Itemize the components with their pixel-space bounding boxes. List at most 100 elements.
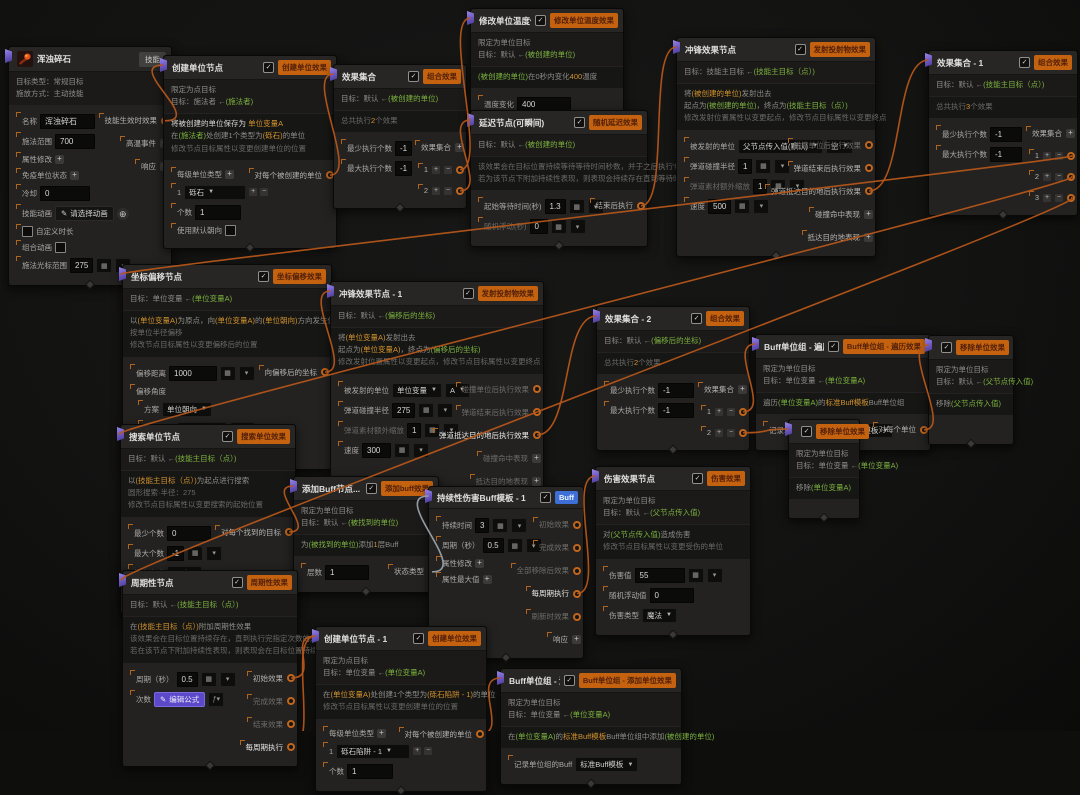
value-source-icon[interactable]: ▦: [418, 402, 435, 418]
add-icon[interactable]: +: [55, 155, 64, 165]
port-out-icon[interactable]: [287, 697, 295, 705]
port-out-icon[interactable]: [287, 720, 295, 728]
dropdown-arrow-icon[interactable]: ▾: [437, 402, 454, 418]
field-input[interactable]: 500: [708, 198, 732, 214]
value-source-icon[interactable]: ▦: [394, 442, 410, 458]
field-input[interactable]: 700: [55, 134, 95, 150]
create-unit-1-node[interactable]: 创建单位节点 - 1 ✓ 创建单位效果 限定为点目标 目标：单位变量 ←(单位变量A) 在…: [312, 626, 496, 795]
add-icon[interactable]: +: [225, 169, 234, 179]
node-enabled-checkbox[interactable]: ✓: [462, 288, 474, 299]
remove-row-icon[interactable]: −: [424, 747, 433, 755]
node-enabled-checkbox[interactable]: ✓: [231, 577, 243, 588]
add-icon[interactable]: +: [482, 575, 492, 584]
value-source-icon[interactable]: ▦: [96, 258, 113, 274]
port-out-icon[interactable]: [321, 368, 329, 376]
checkbox[interactable]: [55, 242, 66, 254]
add-icon[interactable]: +: [1043, 151, 1051, 160]
add-icon[interactable]: +: [572, 635, 581, 644]
add-icon[interactable]: +: [377, 728, 386, 738]
add-animation-icon[interactable]: ⊕: [116, 207, 129, 220]
field-input[interactable]: 300: [362, 442, 391, 458]
effect-set-1-node[interactable]: 效果集合 - 1 ✓ 组合效果 目标：默认 ←(技能主目标（点）) 总共执行3个效果 最少…: [925, 50, 1078, 220]
add-icon[interactable]: +: [738, 385, 747, 395]
add-icon[interactable]: +: [1043, 193, 1051, 202]
port-out-icon[interactable]: [533, 431, 541, 439]
add-icon[interactable]: +: [70, 171, 79, 181]
port-out-icon[interactable]: [920, 425, 928, 434]
value-source-icon[interactable]: ▦: [755, 158, 772, 174]
add-icon[interactable]: +: [455, 143, 464, 153]
node-enabled-checkbox[interactable]: ✓: [563, 675, 575, 686]
add-icon[interactable]: +: [475, 559, 484, 568]
add-icon[interactable]: +: [864, 209, 873, 219]
port-out-icon[interactable]: [1067, 193, 1075, 202]
buff-add-node[interactable]: Buff单位组 - 添加单...✓Buff单位组 - 添加单位效果限定为单位目标…: [497, 668, 714, 789]
field-input[interactable]: 1: [347, 763, 393, 779]
ability-card-node[interactable]: 浑浊碎石 技能 目标类型：常规目标 施放方式：主动技能 名称 浑浊碎石 施法范围 700 属性修…: [5, 46, 172, 290]
add-icon[interactable]: +: [1066, 129, 1075, 139]
remove-icon[interactable]: −: [444, 165, 452, 174]
port-out-icon[interactable]: [1067, 172, 1075, 181]
node-enabled-checkbox[interactable]: ✓: [801, 426, 812, 437]
node-enabled-checkbox[interactable]: ✓: [540, 492, 551, 503]
field-input[interactable]: -1: [167, 545, 185, 561]
field-input[interactable]: -1: [395, 161, 413, 177]
edit-formula-button[interactable]: ✎ 编辑公式: [154, 691, 206, 707]
port-out-icon[interactable]: [637, 201, 645, 210]
damage-node-node[interactable]: 伤害效果节点 ✓ 伤害效果 限定为单位目标 目标：默认 ←(父节点传入值) 对(父节点传入…: [592, 466, 751, 639]
port-out-icon[interactable]: [476, 730, 484, 738]
field-input[interactable]: 1: [325, 565, 369, 581]
node-anchor-icon[interactable]: [5, 49, 12, 63]
field-input[interactable]: 0.5: [176, 671, 198, 687]
effect-set-node[interactable]: 效果集合 ✓ 组合效果 目标：默认 ←(被创建的单位) 总共执行2个效果 最少执行个数 -1…: [330, 64, 467, 213]
dropdown-select[interactable]: 单位朝向 ▼: [162, 401, 212, 417]
node-enabled-checkbox[interactable]: ✓: [413, 633, 424, 644]
value-source-icon[interactable]: ▦: [568, 199, 585, 215]
value-source-icon[interactable]: ▦: [550, 219, 567, 235]
field-input[interactable]: -1: [990, 147, 1022, 163]
port-out-icon[interactable]: [456, 165, 464, 174]
value-source-icon[interactable]: ▦: [187, 545, 204, 561]
value-source-icon[interactable]: ▦: [506, 538, 523, 553]
field-input[interactable]: 3: [475, 518, 490, 533]
node-enabled-checkbox[interactable]: ✓: [574, 117, 585, 128]
port-out-icon[interactable]: [865, 164, 873, 172]
remove-row-icon[interactable]: −: [260, 188, 269, 197]
port-out-icon[interactable]: [456, 186, 464, 195]
dropdown-select[interactable]: 父节点传入值(默认) ▼: [738, 138, 823, 154]
port-out-icon[interactable]: [287, 743, 295, 751]
delay-node-node[interactable]: 延迟节点(可瞬间) ✓ 随机延迟效果 目标：默认 ←(被创建的单位) 该效果会在目标位置…: [467, 110, 758, 251]
effect-set-2-node[interactable]: 效果集合 - 2 ✓ 组合效果 目标：默认 ←(偏移后的坐标) 总共执行2个效果 最少执行…: [593, 306, 750, 455]
node-enabled-checkbox[interactable]: ✓: [535, 15, 546, 26]
create-unit-node[interactable]: 创建单位节点 ✓ 创建单位效果 限定为点目标 目标：施法者 ←(施法者) 将被创建的单位保…: [160, 55, 337, 253]
ability-kind-button[interactable]: 技能: [139, 51, 166, 67]
unit-type-select[interactable]: 砾石 ▼: [184, 184, 247, 200]
port-out-icon[interactable]: [573, 612, 581, 621]
add-icon[interactable]: +: [532, 476, 541, 486]
field-input[interactable]: 1: [407, 422, 422, 438]
add-icon[interactable]: +: [532, 453, 541, 463]
remove-icon[interactable]: −: [1055, 172, 1063, 181]
node-enabled-checkbox[interactable]: ✓: [222, 431, 233, 442]
dropdown-arrow-icon[interactable]: ▾: [706, 567, 723, 583]
value-source-icon[interactable]: ▦: [734, 198, 751, 214]
dropdown-select[interactable]: 标准Buff模板▼: [575, 757, 639, 773]
charge-node-node[interactable]: 冲锋效果节点 ✓ 发射投射物效果 目标：技能主目标 ←(技能主目标（点）) 将(被创建的…: [673, 37, 887, 260]
node-enabled-checkbox[interactable]: ✓: [365, 483, 377, 494]
field-input[interactable]: 浑浊碎石: [40, 114, 95, 130]
add-icon[interactable]: +: [715, 428, 723, 437]
port-out-icon[interactable]: [573, 520, 581, 529]
remove-icon[interactable]: −: [727, 428, 735, 437]
charge-node-1-node[interactable]: 冲锋效果节点 - 1 ✓ 发射投射物效果 目标：默认 ←(偏移后的坐标) 将(单位变量A…: [327, 281, 544, 504]
port-out-icon[interactable]: [1067, 151, 1075, 160]
field-input[interactable]: 275: [70, 258, 94, 274]
port-out-icon[interactable]: [573, 589, 581, 598]
field-input[interactable]: -1: [395, 141, 413, 157]
periodic-node-node[interactable]: 周期性节点 ✓ 周期性效果 目标：默认 ←(技能主目标（点）) 在(技能主目标（点）)附…: [119, 570, 370, 770]
dropdown-select[interactable]: 单位变量 ▼: [392, 382, 442, 398]
pick-animation-button[interactable]: ✎ 请选择动画: [55, 206, 114, 222]
port-out-icon[interactable]: [573, 566, 581, 575]
add-icon[interactable]: +: [715, 407, 723, 416]
